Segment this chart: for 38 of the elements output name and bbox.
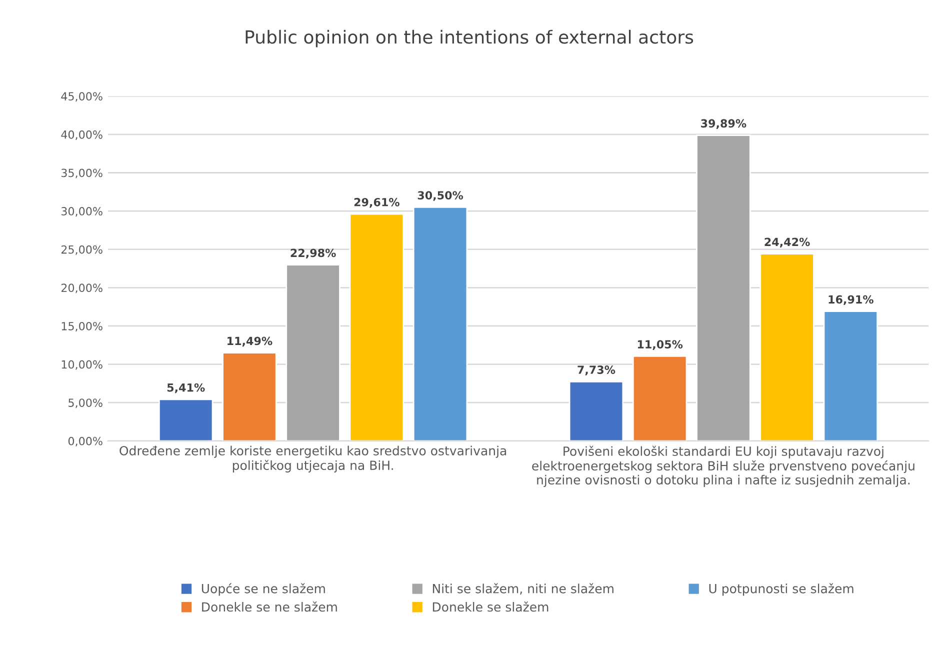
legend-label: U potpunosti se slažem bbox=[709, 583, 854, 596]
data-label: 22,98% bbox=[290, 248, 336, 259]
data-label: 7,73% bbox=[578, 366, 616, 376]
data-label: 11,49% bbox=[228, 336, 272, 347]
bar bbox=[632, 356, 688, 441]
bar bbox=[286, 264, 340, 441]
legend-label: Uopće se ne slažem bbox=[202, 583, 325, 596]
y-tick-label: 5,00% bbox=[68, 398, 102, 408]
legend-label: Donekle se ne slažem bbox=[202, 602, 337, 612]
y-tick-label: 35,00% bbox=[61, 168, 102, 178]
chart-title: Public opinion on the intentions of external actors bbox=[246, 30, 694, 48]
bar bbox=[222, 352, 277, 441]
y-tick-label: 40,00% bbox=[61, 130, 102, 140]
data-label: 5,41% bbox=[167, 383, 205, 394]
bar bbox=[760, 253, 814, 441]
x-tick-label: Određene zemlje koriste energetiku kao sredstvo ostvarivanja političkog utjecaja na BiH. bbox=[120, 446, 506, 472]
y-tick-label: 30,00% bbox=[61, 207, 102, 217]
y-tick-label: 0,00% bbox=[68, 436, 102, 446]
data-label: 24,42% bbox=[764, 238, 810, 248]
legend-label: Niti se slažem, niti ne slažem bbox=[432, 583, 614, 595]
data-label: 39,89% bbox=[701, 119, 746, 129]
y-tick-label: 45,00% bbox=[61, 92, 102, 102]
y-tick-label: 20,00% bbox=[61, 284, 102, 294]
y-tick-label: 15,00% bbox=[62, 322, 102, 332]
legend-label: Donekle se slažem bbox=[432, 602, 548, 612]
bar bbox=[158, 398, 214, 441]
bar bbox=[412, 206, 468, 441]
x-tick-label: Povišeni ekološki standardi EU koji sputavaju razvoj elektroenergetskog sektora BiH služe prvenstveno povećanju njezine ovisnosti o dotoku plina i nafte iz susjednih zemalja. bbox=[532, 446, 914, 487]
bar bbox=[823, 310, 878, 441]
data-label: 29,61% bbox=[354, 198, 400, 208]
bar bbox=[349, 213, 404, 441]
bar bbox=[568, 380, 624, 441]
data-label: 30,50% bbox=[418, 191, 464, 201]
data-label: 11,05% bbox=[638, 340, 683, 350]
y-tick-label: 25,00% bbox=[61, 245, 102, 255]
bar bbox=[696, 134, 751, 441]
data-label: 16,91% bbox=[828, 295, 874, 306]
y-tick-label: 10,00% bbox=[62, 360, 102, 370]
